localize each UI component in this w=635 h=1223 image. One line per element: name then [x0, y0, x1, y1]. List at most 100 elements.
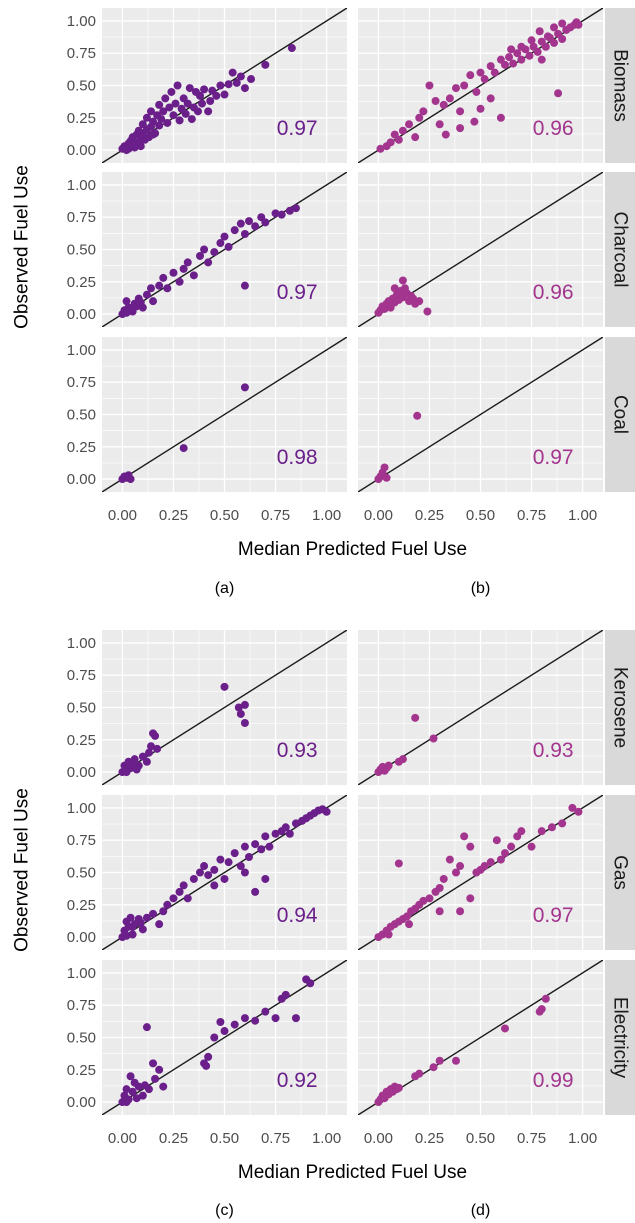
- scatter-point: [271, 829, 280, 838]
- scatter-point: [543, 32, 552, 41]
- scatter-point: [558, 19, 567, 28]
- panel-biomass-right: 0.96: [358, 8, 603, 163]
- scatter-point: [537, 827, 546, 836]
- scatter-point: [291, 819, 300, 828]
- scatter-point: [204, 871, 213, 880]
- scatter-point: [251, 887, 260, 896]
- scatter-point: [425, 81, 434, 90]
- scatter-point: [236, 862, 245, 871]
- y-tick-label: 0.25: [67, 110, 96, 127]
- x-tick-label: 1.00: [568, 1130, 597, 1147]
- identity-line: [102, 960, 347, 1115]
- x-tick-label: 0.75: [517, 1130, 546, 1147]
- scatter-point: [126, 475, 135, 484]
- scatter-point: [142, 757, 151, 766]
- scatter-point: [261, 218, 270, 227]
- scatter-point: [247, 75, 256, 84]
- scatter-point: [423, 307, 432, 316]
- scatter-point: [398, 755, 407, 764]
- scatter-point: [382, 473, 391, 482]
- figure-block-top: 0.970.000.250.500.751.000.96Biomass0.970…: [12, 8, 635, 597]
- y-tick-label: 0.50: [67, 78, 96, 95]
- scatter-point: [271, 1014, 280, 1023]
- scatter-point: [533, 47, 542, 56]
- facet-strip-label: Kerosene: [610, 667, 631, 748]
- correlation-label: 0.96: [533, 117, 574, 140]
- scatter-point: [456, 907, 465, 916]
- scatter-point: [541, 994, 550, 1003]
- scatter-point: [291, 1014, 300, 1023]
- scatter-point: [151, 1074, 160, 1083]
- scatter-point: [216, 81, 225, 90]
- correlation-label: 0.93: [533, 739, 574, 762]
- scatter-point: [550, 23, 558, 32]
- scatter-points: [376, 18, 583, 153]
- scatter-point: [230, 849, 239, 858]
- scatter-point: [122, 931, 131, 940]
- scatter-point: [496, 113, 505, 122]
- scatter-point: [507, 842, 516, 851]
- correlation-label: 0.98: [277, 446, 318, 469]
- y-tick-label: 0.00: [67, 1094, 96, 1111]
- scatter-point: [122, 1098, 131, 1107]
- scatter-point: [210, 865, 219, 874]
- scatter-point: [285, 206, 294, 215]
- scatter-point: [251, 1016, 260, 1025]
- scatter-point: [456, 862, 465, 871]
- scatter-points: [118, 204, 300, 319]
- scatter-point: [149, 909, 158, 918]
- scatter-point: [240, 719, 249, 727]
- scatter-point: [216, 855, 225, 864]
- facet-strip-label: Electricity: [610, 997, 631, 1079]
- correlation-label: 0.97: [277, 117, 318, 140]
- scatter-point: [558, 35, 567, 43]
- correlation-label: 0.93: [277, 739, 318, 762]
- scatter-point: [169, 268, 178, 277]
- y-tick-label: 0.75: [67, 667, 96, 684]
- scatter-point: [204, 107, 213, 116]
- scatter-point: [128, 922, 137, 931]
- scatter-point: [240, 1014, 249, 1023]
- facet-strip: [605, 337, 635, 492]
- scatter-point: [413, 411, 422, 420]
- scatter-point: [149, 130, 158, 139]
- panel-charcoal-left: 0.97 0.00 0.25 0.50 0.75 1.00: [67, 172, 347, 327]
- scatter-point: [159, 107, 168, 116]
- facet-strip-label: Gas: [610, 855, 631, 890]
- scatter-point: [130, 143, 139, 152]
- scatter-point: [517, 55, 526, 64]
- scatter-point: [501, 1024, 509, 1033]
- x-tick-label: 0.75: [261, 1130, 290, 1147]
- scatter-point: [509, 59, 518, 68]
- scatter-point: [144, 748, 153, 757]
- scatter-point: [232, 78, 241, 87]
- scatter-point: [181, 109, 190, 118]
- scatter-point: [517, 42, 526, 51]
- scatter-point: [189, 271, 198, 280]
- scatter-point: [492, 836, 501, 845]
- scatter-point: [122, 146, 131, 155]
- scatter-point: [405, 120, 414, 129]
- panel-charcoal-right: 0.96: [358, 172, 603, 327]
- correlation-label: 0.97: [533, 904, 574, 927]
- x-axis-title: Median Predicted Fuel Use: [238, 1162, 467, 1183]
- scatter-point: [128, 1087, 137, 1096]
- scatter-point: [306, 979, 315, 988]
- scatter-point: [466, 71, 475, 80]
- scatter-point: [136, 298, 145, 307]
- correlation-label: 0.97: [277, 281, 318, 304]
- scatter-point: [126, 913, 135, 922]
- panel-coal-right: 0.97 0.00 0.25 0.50 0.75 1.00: [358, 337, 603, 524]
- scatter-point: [200, 862, 209, 871]
- scatter-point: [535, 1007, 544, 1016]
- scatter-point: [398, 126, 407, 135]
- scatter-point: [476, 104, 485, 113]
- scatter-point: [136, 918, 145, 927]
- scatter-point: [163, 900, 172, 909]
- scatter-point: [505, 53, 514, 62]
- scatter-point: [291, 204, 300, 213]
- scatter-point: [285, 829, 294, 838]
- scatter-point: [496, 855, 505, 864]
- scatter-point: [169, 111, 178, 120]
- scatter-point: [261, 874, 270, 883]
